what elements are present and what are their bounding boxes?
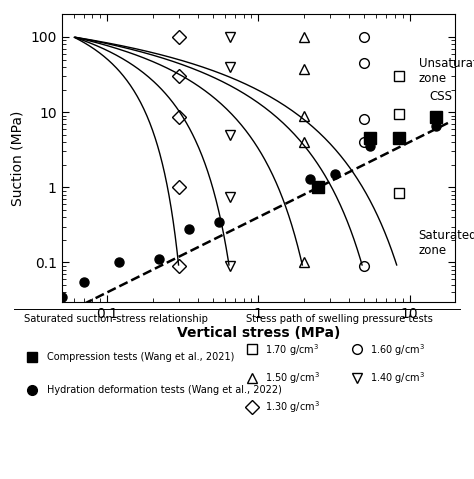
Text: 1.40 g/cm$^3$: 1.40 g/cm$^3$	[370, 371, 425, 386]
Text: Stress path of swelling pressure tests: Stress path of swelling pressure tests	[246, 314, 433, 324]
Text: Hydration deformation tests (Wang et al., 2022): Hydration deformation tests (Wang et al.…	[47, 386, 283, 395]
Text: Compression tests (Wang et al., 2021): Compression tests (Wang et al., 2021)	[47, 352, 235, 362]
Text: 1.70 g/cm$^3$: 1.70 g/cm$^3$	[265, 342, 319, 357]
Text: 1.30 g/cm$^3$: 1.30 g/cm$^3$	[265, 399, 320, 415]
X-axis label: Vertical stress (MPa): Vertical stress (MPa)	[177, 326, 340, 340]
Y-axis label: Suction (MPa): Suction (MPa)	[11, 110, 25, 206]
Text: Unsaturated
zone: Unsaturated zone	[419, 57, 474, 84]
Text: 1.50 g/cm$^3$: 1.50 g/cm$^3$	[265, 371, 320, 386]
Text: CSS: CSS	[429, 91, 452, 103]
Text: Saturated suction-stress relationship: Saturated suction-stress relationship	[24, 314, 208, 324]
Text: Saturated
zone: Saturated zone	[419, 229, 474, 257]
Text: 1.60 g/cm$^3$: 1.60 g/cm$^3$	[370, 342, 425, 357]
